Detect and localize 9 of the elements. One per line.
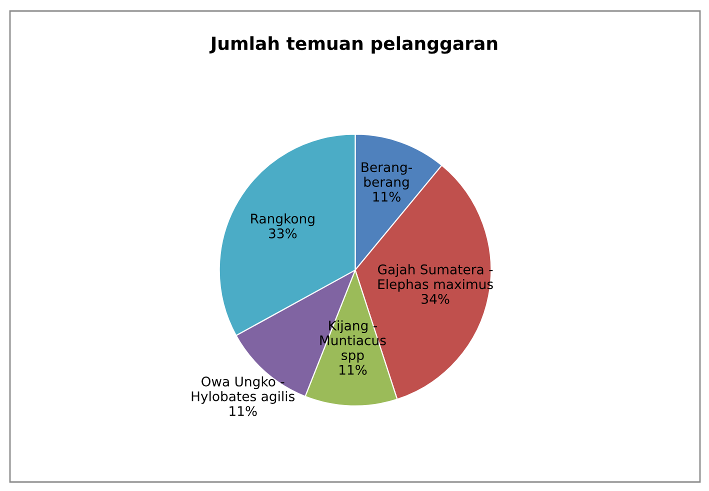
data-label: 11%	[340, 364, 367, 375]
data-label: 33%	[269, 228, 297, 238]
data-label: 11%	[373, 192, 400, 202]
chart-title: Jumlah temuan pelanggaran	[209, 36, 498, 54]
slice-label: Rangkong	[251, 213, 314, 226]
data-label: 11%	[230, 406, 257, 416]
data-label: 34%	[422, 294, 450, 304]
slice-label: Owa Ungko - Hylobates agilis	[192, 376, 295, 404]
slice-label: Berang- berang	[362, 162, 412, 190]
